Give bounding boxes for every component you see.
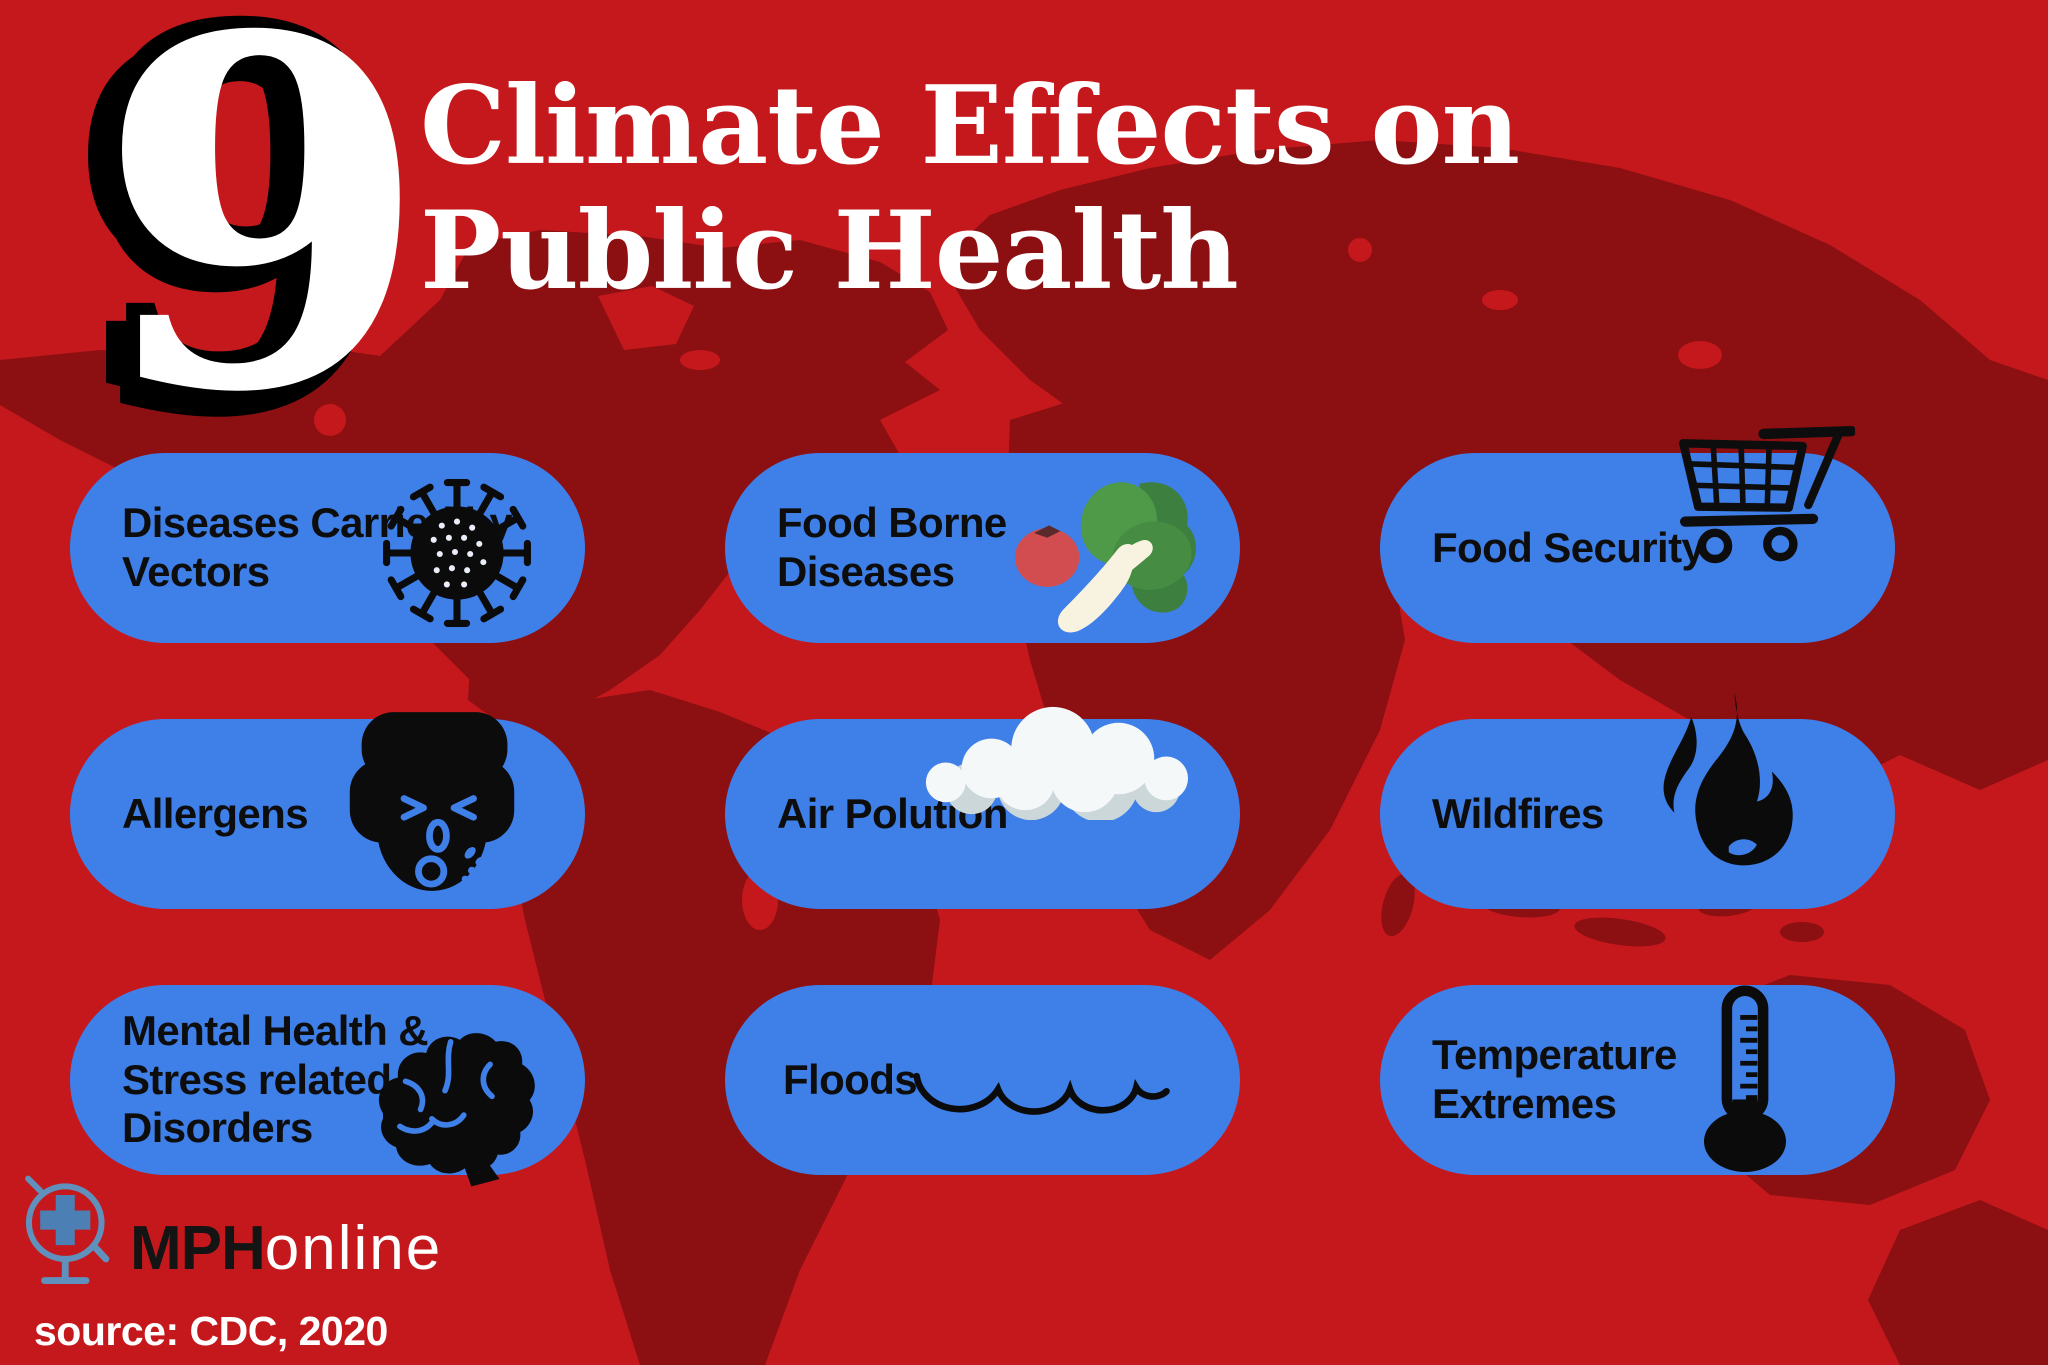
effects-grid: Diseases Carried by Vectors [70, 425, 1895, 1187]
card-temperature-extremes: Temperature Extremes [1380, 985, 1895, 1175]
card-label: Food Borne Diseases [777, 499, 1007, 595]
source-credit: source: CDC, 2020 [34, 1308, 388, 1354]
card-food-borne-diseases: Food Borne Diseases [725, 453, 1240, 643]
card-floods: Floods [725, 985, 1240, 1175]
card-label: Temperature Extremes [1432, 1031, 1677, 1127]
page-title: Climate Effects on Public Health [420, 63, 1520, 315]
card-diseases-carried-by-vectors: Diseases Carried by Vectors [70, 453, 585, 643]
virus-icon [383, 479, 531, 627]
sneezing-face-icon [349, 712, 515, 891]
globe-cross-icon [25, 1175, 110, 1284]
card-food-security: Food Security [1380, 425, 1895, 643]
card-allergens: Allergens [70, 712, 585, 909]
card-label: Wildfires [1432, 789, 1604, 837]
brand-name-light: online [264, 1214, 443, 1283]
card-label: Allergens [122, 789, 309, 837]
brand-name-bold: MPH [130, 1214, 266, 1283]
card-label: Food Security [1432, 523, 1705, 571]
card-air-pollution: Air Polution [725, 706, 1240, 909]
vegetables-icon [1015, 482, 1196, 633]
card-label: Floods [783, 1055, 918, 1103]
card-mental-health: Mental Health & Stress related Disorders [70, 985, 585, 1187]
water-waves-icon [913, 1072, 1170, 1115]
shopping-cart-icon [1679, 425, 1855, 564]
thermometer-icon [1703, 985, 1787, 1172]
brand-name: MPHonline [130, 1218, 442, 1296]
brain-icon [378, 1033, 535, 1187]
cloud-icon [925, 706, 1189, 821]
card-wildfires: Wildfires [1380, 692, 1895, 909]
flame-icon [1663, 692, 1793, 866]
card-label: Mental Health & Stress related Disorders [122, 1006, 429, 1152]
headline-number: 9 [96, 0, 430, 498]
page-title-line1: Climate Effects on [420, 63, 1520, 189]
brand-logo: MPHonline [16, 1164, 442, 1296]
page-title-line2: Public Health [420, 188, 1239, 315]
